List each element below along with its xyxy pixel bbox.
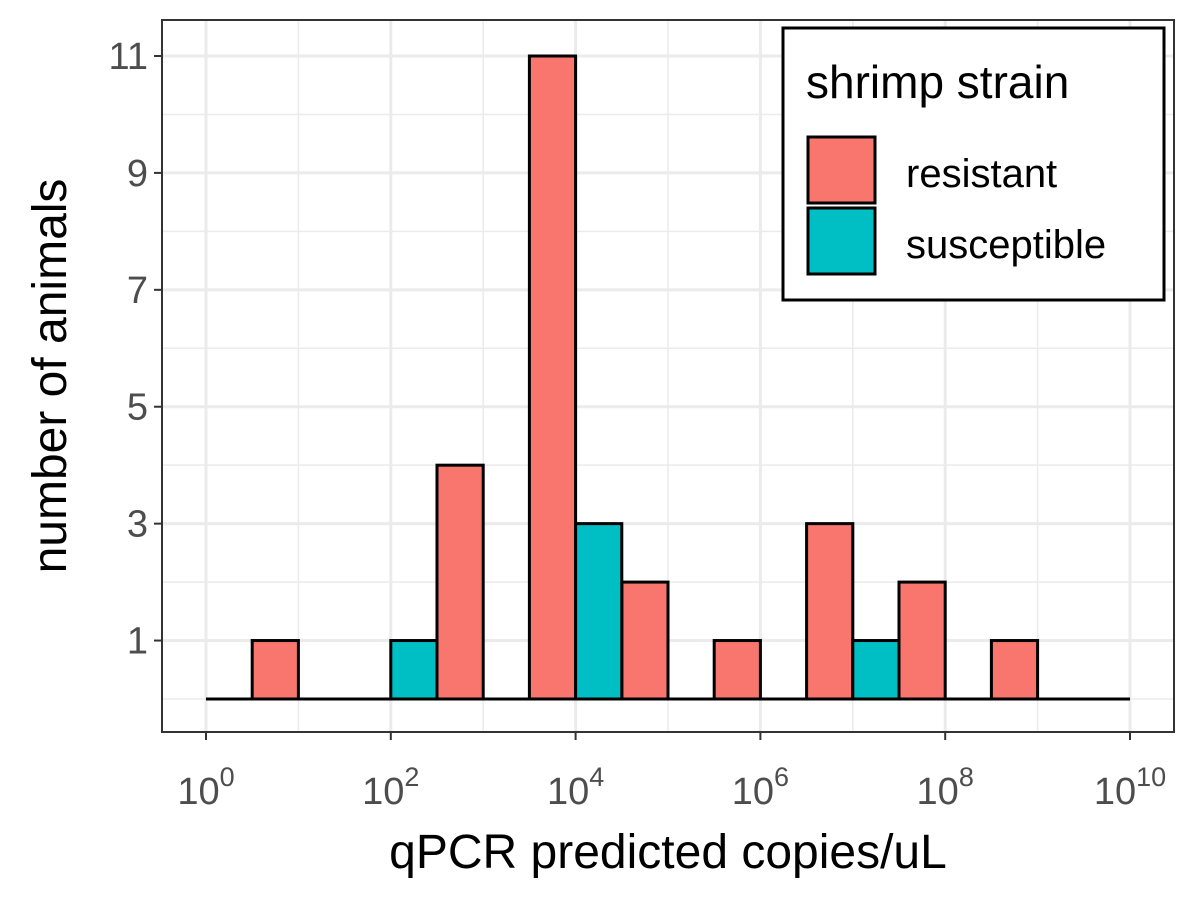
- legend-label-resistant: resistant: [906, 152, 1057, 196]
- y-tick-label: 3: [127, 504, 148, 546]
- legend-key-susceptible: [806, 206, 877, 276]
- bar-resistant: [620, 580, 670, 701]
- bar-resistant: [805, 522, 855, 701]
- y-axis-title: number of animals: [24, 179, 77, 574]
- bar-susceptible: [574, 522, 624, 701]
- bar-resistant: [897, 580, 947, 701]
- y-tick-label: 11: [109, 36, 148, 78]
- x-axis-title: qPCR predicted copies/uL: [389, 826, 947, 879]
- bar-susceptible: [851, 639, 901, 701]
- legend: shrimp strain resistant susceptible: [781, 26, 1166, 302]
- x-tick-label: 1010: [1094, 762, 1166, 813]
- y-tick-label: 1: [127, 621, 148, 663]
- x-tick-label: 100: [177, 762, 234, 813]
- x-tick-label: 106: [732, 762, 789, 813]
- x-axis: 100 102 104 106 108 1010: [177, 732, 1166, 813]
- legend-label-susceptible: susceptible: [906, 223, 1106, 267]
- legend-key-resistant: [806, 135, 877, 205]
- x-tick-label: 102: [362, 762, 419, 813]
- legend-title: shrimp strain: [806, 56, 1069, 108]
- y-tick-label: 9: [127, 153, 148, 195]
- x-tick-label: 108: [917, 762, 974, 813]
- panel-border: [161, 19, 1175, 733]
- bar-susceptible: [389, 639, 439, 701]
- bar-resistant: [712, 639, 762, 701]
- bar-resistant: [435, 463, 485, 701]
- bar-resistant: [989, 639, 1040, 701]
- y-axis: 1 3 5 7 9 11: [109, 36, 162, 663]
- bar-resistant: [527, 54, 578, 701]
- y-tick-label: 7: [127, 270, 148, 312]
- y-tick-label: 5: [127, 387, 148, 429]
- x-tick-label: 104: [547, 762, 604, 813]
- bar-resistant: [250, 639, 300, 701]
